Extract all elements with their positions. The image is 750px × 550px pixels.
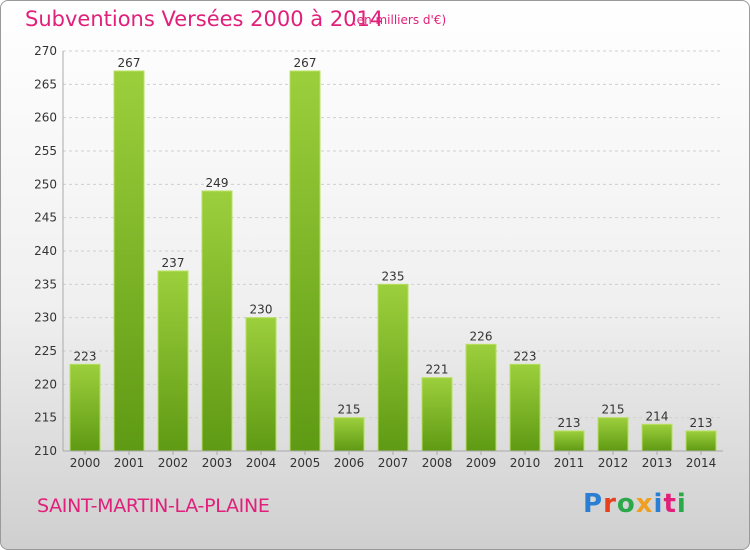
bar-2004 xyxy=(245,317,277,452)
bar-2003 xyxy=(201,190,233,452)
bar-2012 xyxy=(597,417,629,452)
chart-subtitle: (en milliers d'€) xyxy=(352,13,447,27)
x-tick-label-2012: 2012 xyxy=(598,456,629,470)
y-tick-label: 230 xyxy=(34,311,57,325)
logo-letter: i xyxy=(676,489,687,519)
data-label-2003: 249 xyxy=(206,176,229,190)
logo-letter: t xyxy=(663,489,677,519)
y-tick-label: 215 xyxy=(34,411,57,425)
data-label-2005: 267 xyxy=(294,56,317,70)
x-tick-label-2001: 2001 xyxy=(114,456,145,470)
data-label-2000: 223 xyxy=(74,349,97,363)
proxiti-logo: Proxiti xyxy=(583,489,687,519)
bar-2011 xyxy=(553,430,585,452)
y-tick-label: 210 xyxy=(34,444,57,458)
data-label-2013: 214 xyxy=(646,409,669,423)
data-label-2010: 223 xyxy=(514,349,537,363)
data-label-2011: 213 xyxy=(558,416,581,430)
y-tick-label: 255 xyxy=(34,144,57,158)
commune-name: SAINT-MARTIN-LA-PLAINE xyxy=(37,495,270,517)
bars: 223 267 237 249 230 267 215 235 221 226 223 213 215 2… xyxy=(69,56,717,452)
data-label-2001: 267 xyxy=(118,56,141,70)
bar-2009 xyxy=(465,343,497,452)
bar-2007 xyxy=(377,283,409,452)
data-label-2012: 215 xyxy=(602,403,625,417)
bar-2008 xyxy=(421,377,453,452)
x-tick-label-2003: 2003 xyxy=(202,456,233,470)
bar-2005 xyxy=(289,70,321,452)
x-tick-label-2002: 2002 xyxy=(158,456,189,470)
data-label-2009: 226 xyxy=(470,329,493,343)
x-tick-label-2008: 2008 xyxy=(422,456,453,470)
y-tick-label: 245 xyxy=(34,211,57,225)
bar-2000 xyxy=(69,363,101,452)
chart-title: Subventions Versées 2000 à 2014 xyxy=(25,7,384,31)
y-tick-label: 250 xyxy=(34,177,57,191)
x-tick-label-2011: 2011 xyxy=(554,456,585,470)
x-tick-label-2005: 2005 xyxy=(290,456,321,470)
logo-letter: P xyxy=(583,489,604,519)
data-label-2002: 237 xyxy=(162,256,185,270)
data-label-2008: 221 xyxy=(426,363,449,377)
logo-letter: x xyxy=(635,489,654,519)
data-label-2006: 215 xyxy=(338,403,361,417)
data-label-2004: 230 xyxy=(250,303,273,317)
bar-2006 xyxy=(333,417,365,452)
data-label-2014: 213 xyxy=(690,416,713,430)
y-tick-label: 260 xyxy=(34,111,57,125)
y-tick-label: 220 xyxy=(34,377,57,391)
x-tick-label-2014: 2014 xyxy=(686,456,717,470)
bar-2001 xyxy=(113,70,145,452)
y-tick-label: 270 xyxy=(34,44,57,58)
y-tick-label: 265 xyxy=(34,77,57,91)
axes: 210 215 220 225 230 235 240 245 250 255 260 265 270 2… xyxy=(34,44,723,470)
x-tick-label-2010: 2010 xyxy=(510,456,541,470)
data-label-2007: 235 xyxy=(382,269,405,283)
x-tick-label-2013: 2013 xyxy=(642,456,673,470)
x-tick-label-2000: 2000 xyxy=(70,456,101,470)
y-tick-label: 225 xyxy=(34,344,57,358)
x-tick-label-2007: 2007 xyxy=(378,456,409,470)
bar-2013 xyxy=(641,423,673,452)
logo-letter: i xyxy=(653,489,664,519)
x-tick-label-2004: 2004 xyxy=(246,456,277,470)
y-tick-label: 240 xyxy=(34,244,57,258)
logo-letter: o xyxy=(616,489,636,519)
x-tick-label-2009: 2009 xyxy=(466,456,497,470)
bar-2002 xyxy=(157,270,189,452)
logo-letter: r xyxy=(603,489,617,519)
x-tick-label-2006: 2006 xyxy=(334,456,365,470)
y-tick-label: 235 xyxy=(34,277,57,291)
bar-2014 xyxy=(685,430,717,452)
bar-2010 xyxy=(509,363,541,452)
